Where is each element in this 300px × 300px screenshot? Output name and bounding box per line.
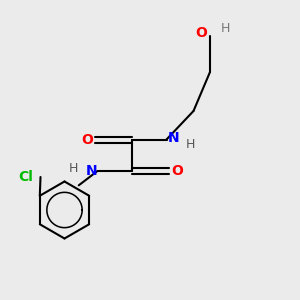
Text: Cl: Cl (18, 170, 33, 184)
Text: O: O (81, 133, 93, 146)
Text: H: H (186, 137, 195, 151)
Text: H: H (220, 22, 230, 35)
Text: N: N (86, 164, 98, 178)
Text: H: H (69, 161, 78, 175)
Text: O: O (195, 26, 207, 40)
Text: O: O (171, 164, 183, 178)
Text: N: N (168, 131, 180, 145)
